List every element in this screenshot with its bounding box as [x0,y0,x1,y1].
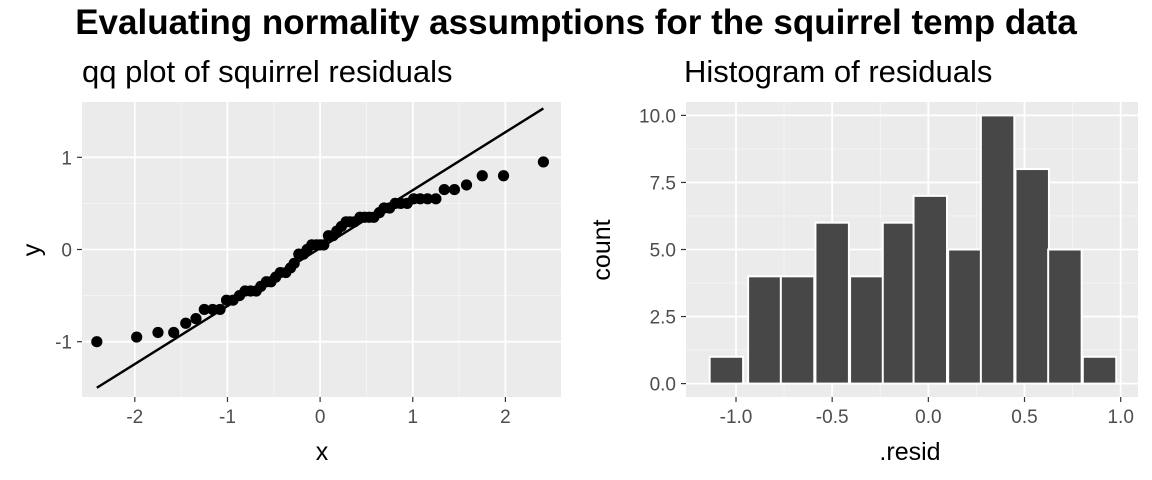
histogram-bar [708,355,745,385]
hist-y-tick-label: 7.5 [650,173,676,194]
qq-x-axis-label: x [316,438,329,466]
qq-x-axis: -2 -1 0 1 2 [126,397,511,428]
hist-y-tick-label: 0.0 [650,375,676,396]
qq-point [318,239,330,251]
histogram-panel: Histogram of residuals -1.0 -0.5 0.0 0.5 1.0… [588,54,1138,466]
hist-x-tick-label: -0.5 [816,407,849,428]
hist-x-tick-label: 1.0 [1107,407,1133,428]
hist-x-tick-label: -1.0 [720,407,753,428]
qq-point [190,313,202,325]
histogram-bar [881,221,918,385]
qq-point [421,193,434,205]
qq-point [497,170,510,182]
histogram-bar [1047,248,1083,385]
hist-x-tick-label: 0.0 [915,407,941,428]
qq-x-tick-label: 1 [407,407,418,428]
qq-point [460,179,473,191]
qq-y-tick-label: 0 [61,241,72,262]
qq-point [180,317,192,329]
qq-point [152,326,164,339]
qq-x-tick-label: -2 [126,407,143,428]
histogram-bar [947,248,983,385]
histogram-bar [814,221,850,385]
qq-plot-title: qq plot of squirrel residuals [82,54,452,89]
qq-x-tick-label: -1 [219,407,236,428]
figure-title: Evaluating normality assumptions for the… [75,3,1077,42]
qq-plot-panel: qq plot of squirrel residuals -2 -1 0 1 2 -1… [18,54,561,466]
histogram-x-axis: -1.0 -0.5 0.0 0.5 1.0 [720,397,1134,428]
histogram-bar [912,194,949,385]
histogram-x-axis-label: .resid [879,438,940,466]
hist-y-tick-label: 5.0 [650,241,676,262]
qq-points-group [91,156,549,348]
qq-point [430,193,442,205]
qq-plot-grid [82,102,561,397]
qq-y-axis-label: y [18,243,46,256]
qq-y-tick-label: -1 [55,333,72,354]
histogram-bar [1081,355,1118,385]
qq-point [476,170,488,182]
qq-point [288,257,300,269]
qq-point [214,303,226,316]
histogram-title: Histogram of residuals [684,54,992,89]
histogram-bar [747,275,783,385]
histogram-bar [779,275,816,385]
qq-y-tick-label: 1 [61,148,72,169]
qq-point [198,303,210,316]
histogram-bar [979,114,1016,385]
histogram-bars-group [708,114,1118,385]
qq-point [168,326,180,339]
hist-y-tick-label: 10.0 [639,106,676,127]
qq-x-tick-label: 0 [315,407,326,428]
qq-x-tick-label: 2 [500,407,511,428]
hist-y-tick-label: 2.5 [650,308,676,329]
histogram-bar [849,275,885,385]
qq-point [91,336,103,348]
qq-point [448,183,461,196]
qq-point [131,331,143,343]
qq-point [537,156,549,168]
histogram-y-axis-label: count [588,219,616,280]
histogram-y-axis: 0.0 2.5 5.0 7.5 10.0 [639,106,686,396]
histogram-bar [1014,168,1050,385]
qq-point [438,183,450,196]
qq-y-axis: -1 0 1 [55,148,82,354]
hist-x-tick-label: 0.5 [1011,407,1037,428]
